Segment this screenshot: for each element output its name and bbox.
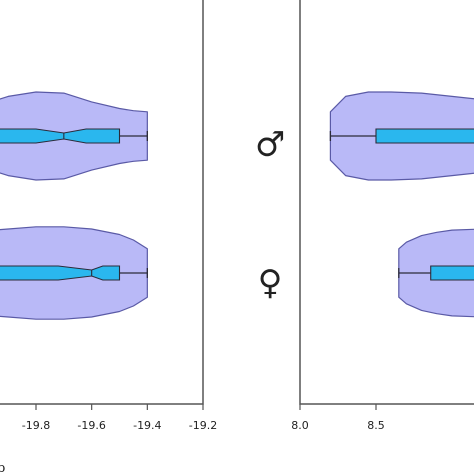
panel-letter: b xyxy=(0,461,5,474)
male-notched-box xyxy=(0,128,121,144)
x-tick-label: -19.2 xyxy=(189,419,217,432)
female-group-symbol: ♀ xyxy=(258,263,283,303)
plot-area xyxy=(0,91,148,320)
male-group-symbol: ♂ xyxy=(255,125,285,165)
x-tick-label: -19.6 xyxy=(77,419,105,432)
male-notched-box xyxy=(375,128,474,144)
female-notched-box xyxy=(430,265,474,281)
x-tick-label: 8.0 xyxy=(291,419,309,432)
plot-frame xyxy=(299,0,474,405)
left-panel: -19.8 -19.6 -19.4 -19.2 xyxy=(0,0,217,432)
x-tick-label: -19.8 xyxy=(22,419,50,432)
right-panel: 8.0 8.5 xyxy=(291,0,474,432)
plot-area xyxy=(329,91,474,318)
x-tick-label: 8.5 xyxy=(367,419,385,432)
female-notched-box xyxy=(0,265,121,281)
plot-frame xyxy=(0,0,204,405)
x-tick-label: -19.4 xyxy=(133,419,161,432)
